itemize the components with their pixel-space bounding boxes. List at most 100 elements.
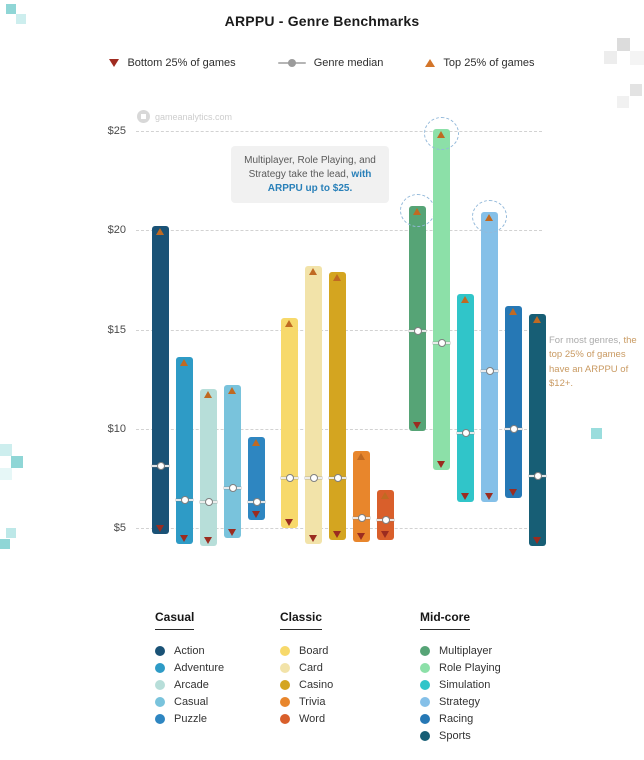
legend-items: Board Card Casino Trivia Word: [280, 642, 333, 727]
legend-bottom-25: Bottom 25% of games: [109, 57, 236, 69]
bar-arcade: [200, 389, 217, 546]
y-tick--10: $10: [107, 422, 126, 435]
legend-item-casual: Casual: [155, 693, 224, 710]
legend-dot-sports: [420, 730, 430, 741]
legend-top-25-label: Top 25% of games: [443, 57, 535, 69]
top-25-marker: [533, 315, 541, 323]
legend-label: Casual: [174, 695, 209, 708]
bottom-25-marker: [333, 530, 341, 538]
pixel-decoration: [16, 14, 26, 24]
side-note: For most genres, the top 25% of games ha…: [549, 334, 637, 391]
legend-item-multiplayer: Multiplayer: [420, 642, 501, 659]
median-marker: [481, 370, 498, 373]
pixel-decoration: [6, 528, 16, 538]
pixel-decoration: [11, 456, 23, 468]
legend-items: Multiplayer Role Playing Simulation Strateg…: [420, 642, 501, 744]
bar-adventure: [176, 357, 193, 544]
legend-label: Puzzle: [174, 712, 208, 725]
legend-dot-action: [155, 645, 165, 656]
top-25-marker: [204, 391, 212, 399]
bottom-25-marker: [357, 532, 365, 540]
legend-group-mid-core: Mid-core Multiplayer Role Playing Simulatio…: [420, 608, 501, 744]
pixel-decoration: [630, 84, 642, 96]
median-marker: [505, 427, 522, 430]
side-note-text: For most genres,: [549, 335, 624, 346]
pixel-decoration: [6, 4, 16, 14]
legend-label: Racing: [439, 712, 474, 725]
callout-note: Multiplayer, Role Playing, and Strategy …: [231, 146, 389, 204]
y-tick--25: $25: [107, 125, 126, 137]
top-25-triangle-icon: [425, 59, 436, 67]
legend-dot-board: [280, 645, 290, 656]
top-25-marker: [357, 452, 365, 460]
top-25-marker: [461, 295, 469, 303]
legend-label: Board: [299, 644, 329, 657]
legend-item-strategy: Strategy: [420, 693, 501, 710]
median-marker: [152, 465, 169, 468]
legend-item-puzzle: Puzzle: [155, 710, 224, 727]
legend-item-word: Word: [280, 710, 333, 727]
median-marker: [329, 477, 346, 480]
bar-racing: [505, 305, 522, 499]
legend-top-25: Top 25% of games: [425, 57, 535, 69]
bottom-25-marker: [413, 421, 421, 429]
legend-item-arcade: Arcade: [155, 676, 224, 693]
bottom-25-marker: [285, 518, 293, 526]
gameanalytics-logo-icon: [137, 110, 150, 123]
legend-dot-multiplayer: [420, 645, 430, 656]
highlight-circle-strategy: [472, 200, 507, 234]
bar-trivia: [353, 450, 370, 542]
legend-item-racing: Racing: [420, 710, 501, 727]
bottom-25-marker: [309, 534, 317, 542]
legend-label: Sports: [439, 729, 471, 742]
legend-label: Word: [299, 712, 326, 725]
legend-item-role-playing: Role Playing: [420, 659, 501, 676]
pixel-decoration: [591, 428, 602, 439]
median-marker: [377, 519, 394, 522]
bottom-25-marker: [509, 489, 517, 497]
median-marker: [457, 431, 474, 434]
bottom-25-marker: [381, 530, 389, 538]
bar-casino: [329, 271, 346, 540]
legend-dot-card: [280, 662, 290, 673]
legend-group-header-classic: Classic: [280, 610, 323, 630]
callout-text: Multiplayer, Role Playing, and Strategy …: [244, 155, 376, 180]
legend-group-header-mid-core: Mid-core: [420, 610, 471, 630]
side-note-highlight: the top 25% of games have an ARPPU of $1…: [549, 335, 637, 389]
legend-median-label: Genre median: [313, 57, 384, 69]
watermark: gameanalytics.com: [137, 110, 232, 123]
bar-casual: [224, 385, 241, 538]
bar-simulation: [457, 293, 474, 503]
legend-dot-adventure: [155, 662, 165, 673]
legend-dot-trivia: [280, 696, 290, 707]
legend-item-casino: Casino: [280, 676, 333, 693]
top-25-marker: [333, 273, 341, 281]
median-marker: [409, 330, 426, 333]
legend-dot-casino: [280, 679, 290, 690]
legend-item-simulation: Simulation: [420, 676, 501, 693]
pixel-decoration: [0, 539, 10, 549]
legend-item-card: Card: [280, 659, 333, 676]
median-marker: [433, 342, 450, 345]
legend-label: Action: [174, 644, 205, 657]
bar-puzzle: [248, 436, 265, 521]
y-tick--5: $5: [113, 522, 126, 534]
legend-label: Arcade: [174, 678, 209, 691]
legend-label: Role Playing: [439, 661, 501, 674]
pixel-decoration: [617, 38, 630, 51]
pixel-decoration: [604, 51, 617, 64]
bar-role-playing: [433, 129, 450, 471]
legend-label: Card: [299, 661, 323, 674]
legend-dot-word: [280, 713, 290, 724]
top-25-marker: [228, 387, 236, 395]
pixel-decoration: [0, 468, 12, 480]
median-marker: [281, 477, 298, 480]
median-marker: [353, 517, 370, 520]
median-marker: [176, 499, 193, 502]
legend-label: Simulation: [439, 678, 491, 691]
top-25-marker: [381, 492, 389, 500]
median-line-dot-icon: [277, 59, 306, 68]
top-25-marker: [180, 359, 188, 367]
legend-item-adventure: Adventure: [155, 659, 224, 676]
